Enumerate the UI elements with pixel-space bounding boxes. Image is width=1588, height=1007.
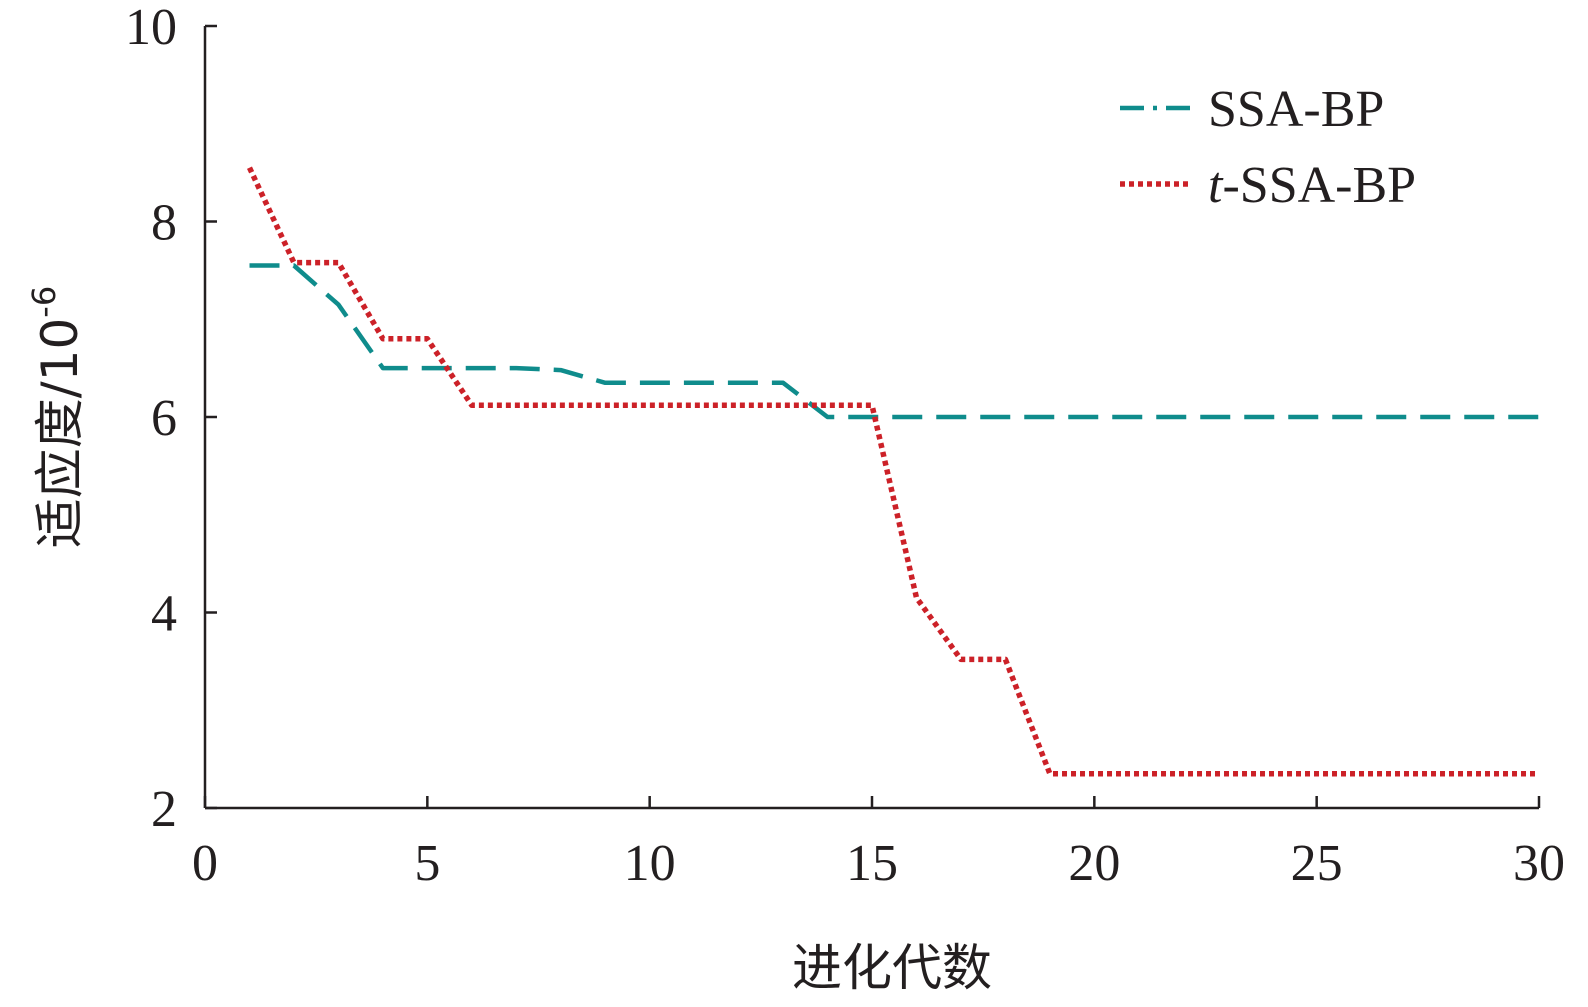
y-tick-label: 2 — [151, 781, 177, 838]
y-tick-label: 10 — [125, 0, 177, 56]
x-tick-label: 25 — [1291, 835, 1343, 892]
x-tick-label: 20 — [1068, 835, 1120, 892]
y-axis-title: 适应度/10-6 — [25, 286, 89, 548]
legend-label-1: SSA-BP — [1208, 81, 1384, 138]
legend-label-2: t-SSA-BP — [1208, 157, 1416, 214]
legend-label-text: -SSA-BP — [1222, 157, 1416, 214]
y-axis-title-main: 适应度/10 — [31, 318, 89, 548]
x-tick-label: 15 — [846, 835, 898, 892]
y-axis-title-group: 适应度/10-6 — [25, 286, 89, 548]
x-ticks: 0 5 10 15 20 25 30 — [192, 796, 1565, 892]
y-tick-label: 6 — [151, 390, 177, 447]
series-line-1 — [249, 263, 1539, 420]
legend-label-text: SSA-BP — [1208, 81, 1384, 138]
x-tick-label: 5 — [414, 835, 440, 892]
y-ticks: 2 4 6 8 10 — [125, 0, 217, 838]
x-tick-label: 10 — [624, 835, 676, 892]
y-tick-label: 4 — [151, 586, 177, 643]
x-axis-title: 进化代数 — [792, 939, 992, 997]
legend: SSA-BP t-SSA-BP — [1120, 81, 1416, 214]
y-axis-title-superscript: -6 — [25, 286, 63, 318]
y-tick-label: 8 — [151, 195, 177, 252]
series-layer — [247, 166, 1539, 777]
x-tick-label: 30 — [1513, 835, 1565, 892]
series-line-2 — [247, 166, 1539, 777]
x-tick-label: 0 — [192, 835, 218, 892]
legend-label-italic-part: t — [1208, 157, 1224, 214]
